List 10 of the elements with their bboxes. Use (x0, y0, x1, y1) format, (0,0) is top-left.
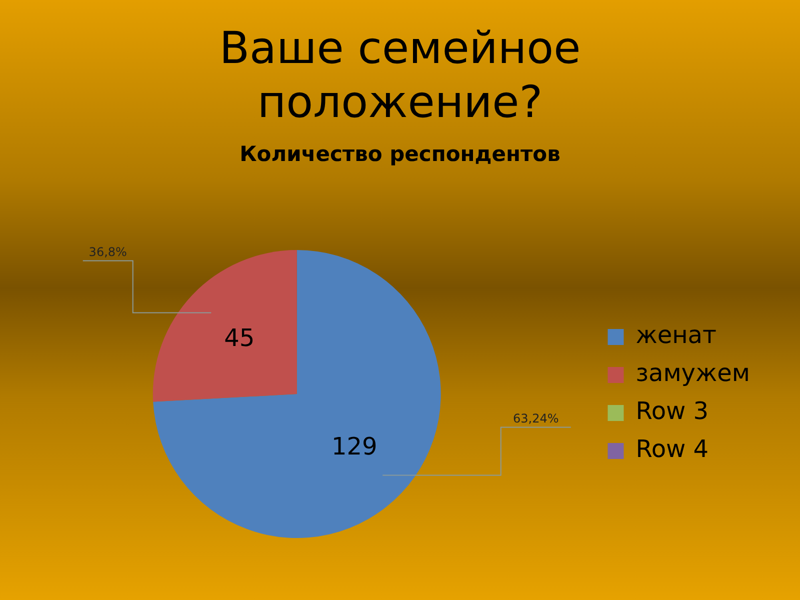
text: 63,24% (512, 411, 559, 426)
chart-title: Ваше семейное положение? (218, 22, 582, 130)
text: 36,8% (88, 244, 127, 259)
legend-label: женат (636, 321, 717, 350)
legend-label: замужем (636, 359, 750, 388)
data-label: 45 (224, 324, 255, 352)
data-label: 129 (331, 432, 378, 461)
legend-label: Row 4 (636, 435, 709, 464)
chart-subtitle: Количество респондентов (238, 142, 562, 166)
legend-label: Row 3 (636, 397, 709, 426)
